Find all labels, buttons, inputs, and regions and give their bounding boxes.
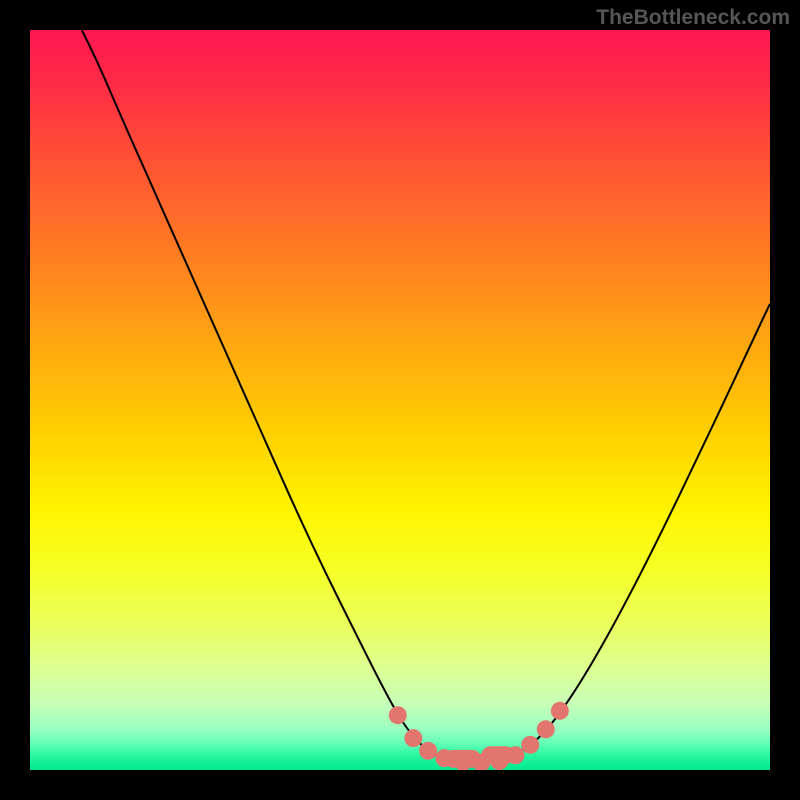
watermark-text: TheBottleneck.com: [596, 6, 790, 30]
marker-dot: [537, 720, 555, 738]
marker-dot: [404, 729, 422, 747]
marker-dot: [419, 742, 437, 760]
chart-svg: [30, 30, 770, 770]
plot-area: [30, 30, 770, 770]
marker-dot: [521, 736, 539, 754]
marker-dot: [506, 746, 524, 764]
marker-dot: [490, 752, 508, 770]
marker-dot: [551, 702, 569, 720]
background-gradient: [30, 30, 770, 770]
chart-frame: TheBottleneck.com: [0, 0, 800, 800]
marker-dot: [435, 749, 453, 767]
marker-dot: [389, 706, 407, 724]
